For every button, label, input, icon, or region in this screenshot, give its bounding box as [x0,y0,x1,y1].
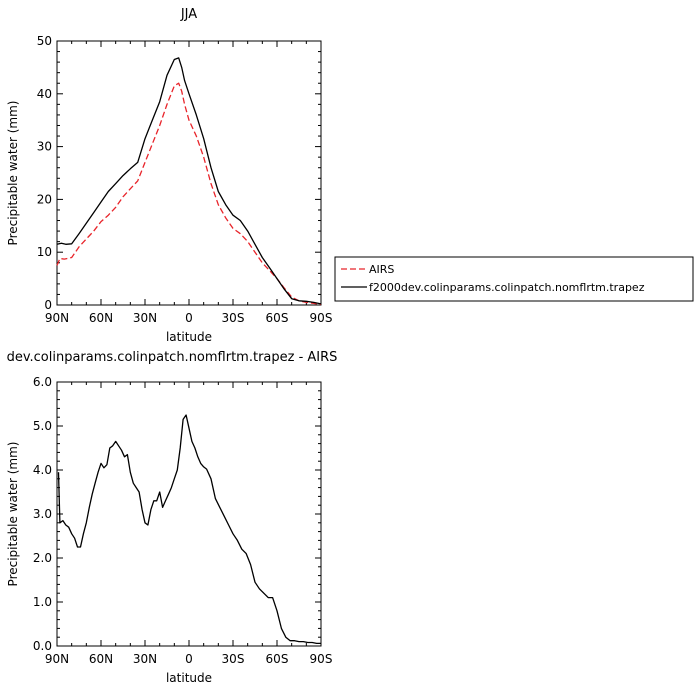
series-line-1 [56,57,322,305]
y-tick-label: 50 [37,34,52,48]
x-tick-label: 30S [222,652,245,666]
legend-entry: f2000dev.colinparams.colinpatch.nomflrtm… [369,281,645,294]
x-tick-label: 60N [89,311,113,325]
y-tick-label: 20 [37,192,52,206]
y-tick-label: 10 [37,245,52,259]
plot-title: JJA [180,7,197,22]
y-tick-label: 0.0 [33,639,52,653]
x-tick-label: 90S [310,652,333,666]
x-tick-label: 90N [45,652,69,666]
y-tick-label: 4.0 [33,463,52,477]
y-tick-label: 1.0 [33,595,52,609]
x-tick-label: 60N [89,652,113,666]
x-tick-label: 0 [185,311,193,325]
series-line-0 [57,414,321,645]
x-tick-label: 30N [133,311,157,325]
x-tick-label: 60S [266,652,289,666]
x-tick-label: 30N [133,652,157,666]
plot-frame [56,40,322,306]
y-tick-label: 3.0 [33,507,52,521]
x-axis-title: latitude [166,330,212,344]
x-tick-label: 90N [45,311,69,325]
y-axis-title: Precipitable water (mm) [6,101,20,246]
legend-box [334,256,694,302]
y-tick-label: 2.0 [33,551,52,565]
x-axis-title: latitude [166,671,212,685]
y-tick-label: 40 [37,87,52,101]
y-tick-label: 30 [37,140,52,154]
y-tick-label: 0 [44,298,52,312]
plot-title: dev.colinparams.colinpatch.nomflrtm.trap… [7,350,338,365]
series-line-0 [56,82,322,306]
x-tick-label: 30S [222,311,245,325]
x-tick-label: 60S [266,311,289,325]
x-tick-label: 90S [310,311,333,325]
x-tick-label: 0 [185,652,193,666]
legend-entry: AIRS [369,263,394,276]
y-tick-label: 6.0 [33,375,52,389]
plot-frame [56,381,322,647]
y-tick-label: 5.0 [33,419,52,433]
y-axis-title: Precipitable water (mm) [6,442,20,587]
